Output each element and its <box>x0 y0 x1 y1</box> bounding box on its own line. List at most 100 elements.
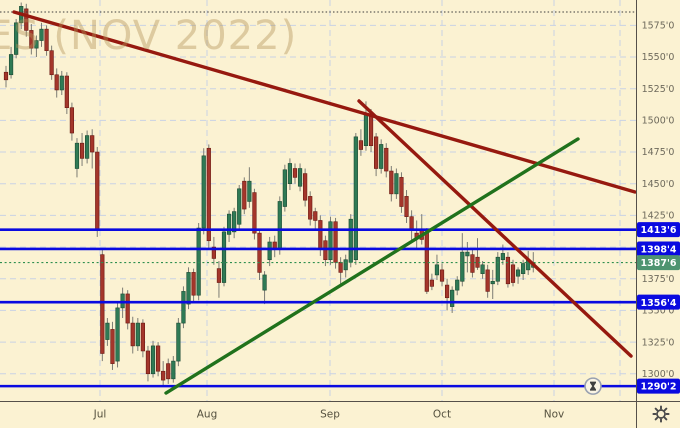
candle <box>69 102 75 141</box>
candle <box>54 68 59 98</box>
candle <box>85 130 90 164</box>
candle <box>439 263 445 287</box>
price-badge-label: 1356'4 <box>641 298 677 309</box>
candle <box>480 261 485 279</box>
price-tick-label: 1300'0 <box>642 369 675 380</box>
candle <box>171 356 176 383</box>
candle <box>333 217 338 269</box>
price-badge-1290'2: 1290'2 <box>637 378 680 394</box>
price-tick-label: 1450'0 <box>642 179 675 190</box>
candle <box>384 143 389 178</box>
candle <box>272 235 277 258</box>
price-tick-label: 1575'0 <box>642 21 675 32</box>
candle <box>34 35 39 58</box>
candle <box>353 133 358 265</box>
candle <box>115 302 120 368</box>
candle <box>206 144 211 249</box>
candle <box>150 340 156 378</box>
price-badge-label: 1387'6 <box>641 258 677 269</box>
month-label-nov: Nov <box>544 409 565 421</box>
candle <box>414 220 419 249</box>
price-badge-1413'6: 1413'6 <box>637 222 680 238</box>
candle <box>247 167 252 208</box>
candle <box>450 286 455 313</box>
price-tick-label: 1375'0 <box>642 274 675 285</box>
candle <box>176 318 181 367</box>
hourglass-icon[interactable] <box>584 377 602 395</box>
candle <box>389 165 394 202</box>
trendline-ascending-support[interactable] <box>164 137 580 395</box>
candle <box>49 45 54 80</box>
candle <box>29 24 34 55</box>
candle <box>216 261 222 298</box>
candle <box>257 229 262 281</box>
candle <box>424 228 429 294</box>
candle <box>323 235 328 267</box>
candle <box>465 241 470 273</box>
candle <box>521 259 526 281</box>
candle <box>303 168 308 207</box>
candle <box>232 207 237 239</box>
candle <box>8 46 14 79</box>
price-badge-label: 1290'2 <box>641 382 677 393</box>
price-badge-label: 1398'4 <box>641 245 677 256</box>
price-badge-1356'4: 1356'4 <box>637 294 680 310</box>
time-axis[interactable]: Jul Aug Sep Oct Nov <box>93 409 565 421</box>
candle <box>79 133 85 166</box>
candle <box>14 19 19 59</box>
candle <box>166 358 171 384</box>
candle <box>95 146 100 237</box>
gear-icon <box>652 405 670 423</box>
candle <box>44 25 49 56</box>
candle <box>394 168 399 199</box>
candle <box>267 236 272 267</box>
candle <box>110 321 115 370</box>
candle <box>201 148 206 235</box>
candle <box>313 207 318 230</box>
candle <box>145 345 151 382</box>
candle <box>242 177 247 215</box>
candle <box>455 276 460 296</box>
price-badge-1387'6: 1387'6 <box>637 255 680 271</box>
candle <box>191 268 196 302</box>
candle <box>3 65 9 88</box>
candle <box>262 271 267 305</box>
price-axis[interactable]: 1575'0 1550'0 1525'0 1500'0 1475'0 1450'0 1425… <box>642 21 675 380</box>
price-tick-label: 1425'0 <box>642 211 675 222</box>
candle <box>470 249 475 278</box>
candle <box>475 238 480 270</box>
candle <box>156 342 161 377</box>
candle <box>181 286 186 329</box>
price-tick-label: 1500'0 <box>642 116 675 127</box>
candle <box>125 290 130 330</box>
candle <box>292 163 298 184</box>
price-tick-label: 1550'0 <box>642 52 675 63</box>
candle <box>338 257 343 286</box>
candle <box>74 138 80 178</box>
trendline-descending-minor[interactable] <box>357 99 633 358</box>
candle <box>59 70 64 96</box>
candle <box>490 269 495 300</box>
candle <box>140 319 145 358</box>
trendline-descending-major[interactable] <box>12 10 637 194</box>
candle <box>90 129 95 169</box>
candle <box>211 236 216 265</box>
price-tick-label: 1325'0 <box>642 337 675 348</box>
candle <box>444 278 450 311</box>
trendline-descending-minor[interactable] <box>357 99 633 358</box>
settings-gear-button[interactable] <box>648 403 674 425</box>
candle <box>282 164 287 212</box>
candle <box>39 22 44 47</box>
price-tick-label: 1350'0 <box>642 306 675 317</box>
price-tick-label: 1525'0 <box>642 84 675 95</box>
candle <box>161 361 166 387</box>
candle <box>515 267 521 284</box>
trendline-ascending-support[interactable] <box>164 137 580 395</box>
gridlines <box>0 0 636 402</box>
candle <box>485 264 490 298</box>
candle <box>226 210 232 242</box>
candle <box>505 252 511 288</box>
trendline-descending-major[interactable] <box>12 10 637 194</box>
candle <box>374 133 379 177</box>
